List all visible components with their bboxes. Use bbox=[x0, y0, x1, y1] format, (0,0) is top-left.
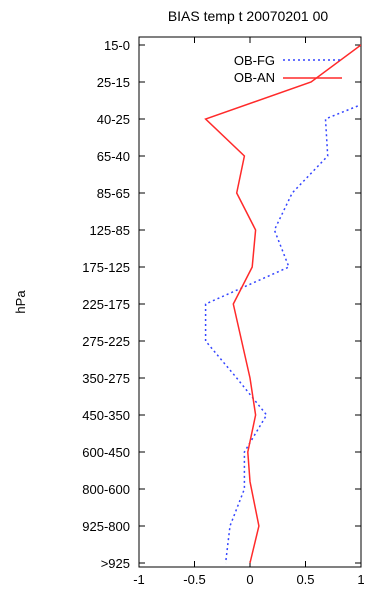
y-tick-label: 350-275 bbox=[82, 371, 130, 386]
y-tick-label: 25-15 bbox=[97, 75, 130, 90]
x-tick-label: -1 bbox=[133, 572, 145, 587]
y-axis: 15-0 25-15 40-25 65-40 85-65 125-85 175-125 225… bbox=[82, 38, 361, 571]
series-line-ob-an bbox=[204, 44, 361, 564]
y-axis-label: hPa bbox=[13, 290, 28, 314]
y-tick-label: >925 bbox=[101, 556, 130, 571]
plot-area bbox=[138, 36, 362, 568]
legend-label-ob-fg: OB-FG bbox=[234, 53, 275, 68]
chart-title: BIAS temp t 20070201 00 bbox=[168, 8, 329, 24]
y-tick-label: 125-85 bbox=[90, 223, 130, 238]
y-tick-label: 65-40 bbox=[97, 149, 130, 164]
x-axis: -1 -0.5 0 0.5 1 bbox=[133, 37, 365, 587]
y-tick-label: 800-600 bbox=[82, 482, 130, 497]
x-tick-label: 0.5 bbox=[296, 572, 314, 587]
y-tick-label: 175-125 bbox=[82, 260, 130, 275]
y-tick-label: 15-0 bbox=[104, 38, 130, 53]
legend-label-ob-an: OB-AN bbox=[234, 70, 275, 85]
series-layer bbox=[204, 44, 361, 564]
y-tick-label: 275-225 bbox=[82, 334, 130, 349]
y-tick-label: 450-350 bbox=[82, 408, 130, 423]
x-tick-label: 0 bbox=[246, 572, 253, 587]
series-line-ob-fg bbox=[204, 105, 358, 564]
plot-frame bbox=[138, 36, 362, 568]
y-tick-label: 225-175 bbox=[82, 297, 130, 312]
y-tick-label: 40-25 bbox=[97, 112, 130, 127]
y-tick-label: 600-450 bbox=[82, 445, 130, 460]
y-tick-label: 85-65 bbox=[97, 186, 130, 201]
x-tick-label: 1 bbox=[357, 572, 364, 587]
legend: OB-FG OB-AN bbox=[234, 53, 342, 85]
y-tick-label: 925-800 bbox=[82, 519, 130, 534]
x-tick-label: -0.5 bbox=[183, 572, 205, 587]
